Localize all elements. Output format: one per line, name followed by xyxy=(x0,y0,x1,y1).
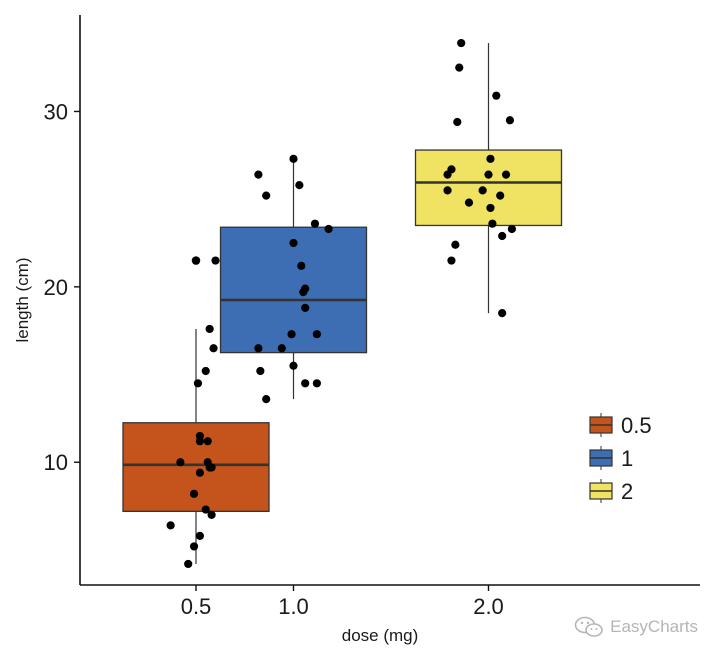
wechat-icon xyxy=(574,616,603,637)
data-point xyxy=(484,170,493,179)
x-tick-label: 2.0 xyxy=(473,594,504,619)
data-point xyxy=(453,117,462,127)
y-tick-label: 30 xyxy=(44,99,68,124)
data-point xyxy=(166,521,175,530)
data-point xyxy=(496,191,505,200)
data-point xyxy=(498,309,507,318)
data-point xyxy=(287,330,296,339)
data-point xyxy=(209,344,218,353)
data-point xyxy=(207,463,216,472)
data-point xyxy=(184,559,193,569)
data-point xyxy=(193,379,203,388)
watermark: EasyCharts xyxy=(574,616,698,638)
data-point xyxy=(299,288,308,297)
data-point xyxy=(289,361,298,370)
legend-label: 2 xyxy=(621,479,633,504)
data-point xyxy=(443,170,452,179)
data-point xyxy=(289,154,298,163)
x-tick-label: 0.5 xyxy=(181,594,212,619)
legend-label: 0.5 xyxy=(621,413,652,438)
watermark-text: EasyCharts xyxy=(610,617,698,636)
data-point xyxy=(277,344,286,353)
data-point xyxy=(289,238,298,248)
data-point xyxy=(455,63,464,72)
legend-label: 1 xyxy=(621,446,633,471)
data-point xyxy=(457,38,466,48)
data-point xyxy=(507,224,516,234)
data-point xyxy=(297,261,306,270)
data-point xyxy=(505,116,515,125)
data-point xyxy=(447,256,456,265)
data-point xyxy=(262,191,271,200)
data-point xyxy=(201,505,210,514)
box-group-2 xyxy=(414,43,563,314)
data-point xyxy=(254,344,263,353)
data-point xyxy=(176,458,185,467)
y-tick-label: 10 xyxy=(44,450,68,475)
data-point xyxy=(203,437,212,446)
data-point xyxy=(443,186,452,195)
plot-area xyxy=(122,38,563,569)
data-point xyxy=(478,186,487,195)
data-point xyxy=(488,219,497,228)
legend-item-1: 1 xyxy=(589,446,633,471)
data-point xyxy=(310,219,320,228)
data-point xyxy=(195,531,204,540)
data-point xyxy=(254,170,263,179)
data-point xyxy=(301,303,310,312)
data-point xyxy=(262,394,271,404)
x-axis-title: dose (mg) xyxy=(342,626,419,645)
legend-item-2: 2 xyxy=(589,479,633,504)
data-point xyxy=(191,256,201,265)
data-point xyxy=(464,198,474,207)
legend: 0.5 1 2 xyxy=(589,413,652,504)
data-point xyxy=(256,366,265,376)
data-point xyxy=(195,468,204,477)
data-point xyxy=(486,203,495,213)
data-point xyxy=(451,240,460,249)
data-point xyxy=(501,170,511,179)
legend-item-0-5: 0.5 xyxy=(589,413,652,438)
data-point xyxy=(195,437,204,446)
data-point xyxy=(295,181,304,190)
data-point xyxy=(189,489,199,498)
data-point xyxy=(492,91,501,100)
data-point xyxy=(189,542,199,551)
data-point xyxy=(312,379,321,388)
data-point xyxy=(211,256,220,265)
y-axis-title: length (cm) xyxy=(13,257,32,342)
data-point xyxy=(201,366,210,376)
box-iqr xyxy=(414,149,563,227)
x-tick-label: 1.0 xyxy=(278,594,309,619)
axes: 10 20 30 0.5 1.0 2.0 dose (mg) length (cm) xyxy=(13,15,700,645)
jitter-points xyxy=(166,38,516,569)
data-point xyxy=(498,231,507,241)
data-point xyxy=(301,379,310,388)
data-point xyxy=(205,324,214,334)
y-tick-label: 20 xyxy=(44,275,68,300)
data-point xyxy=(207,510,216,519)
data-point xyxy=(312,330,321,339)
data-point xyxy=(486,154,495,163)
data-point xyxy=(324,224,333,234)
